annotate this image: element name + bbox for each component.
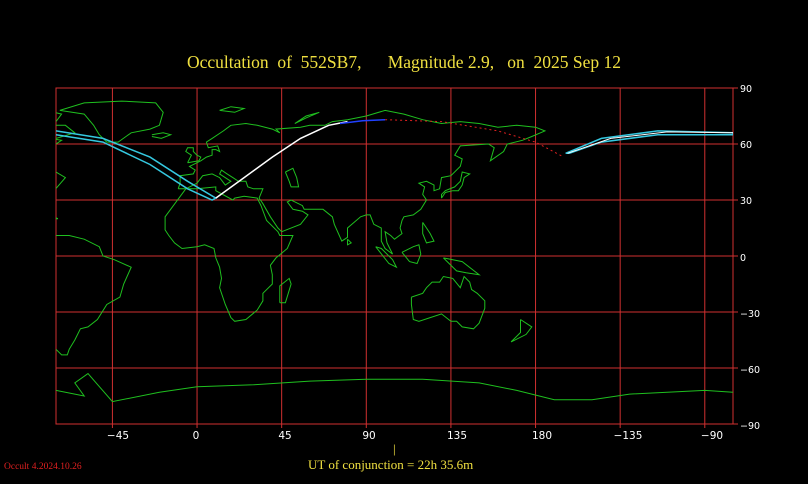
ut-conjunction-label: UT of conjunction = 22h 35.6m (308, 457, 474, 472)
occultation-paths (56, 118, 733, 201)
lat-label-minus30: −30 (740, 309, 761, 320)
japan-coast (441, 171, 471, 199)
lat-label-minus90: −90 (740, 421, 761, 432)
path-center-line (215, 120, 348, 199)
antarctica-coast (56, 372, 733, 403)
lat-label-minus60: −60 (740, 365, 761, 376)
lon-label-90: 90 (362, 430, 376, 442)
svalbard-coast (219, 106, 247, 113)
lat-label-0: 0 (740, 253, 747, 264)
lon-label-minus90: −90 (700, 430, 724, 442)
conjunction-marker: | (393, 441, 396, 456)
new-zealand-coast (510, 319, 533, 343)
chart-title: Occultation of 552SB7, Magnitude 2.9, on… (186, 52, 622, 72)
lon-label-0: 0 (192, 430, 200, 442)
cuba-coast (56, 217, 59, 220)
path-limit-east (565, 130, 733, 155)
path-daylight-segment (339, 118, 386, 125)
lat-lon-grid (55, 87, 738, 428)
canadian-arctic-coast (56, 112, 63, 122)
eurasia-coast (177, 109, 547, 255)
version-label: Occult 4.2024.10.26 (4, 462, 82, 472)
lon-label-45: 45 (278, 430, 292, 442)
lat-label-30: 30 (740, 196, 753, 207)
great-britain-coast (185, 147, 202, 164)
hudson-bay-coast (20, 137, 52, 159)
madagascar-coast (279, 277, 292, 304)
borneo-coast (401, 244, 422, 265)
sumatra-coast (375, 246, 398, 269)
path-limit-west (56, 130, 218, 201)
philippines-coast (422, 222, 435, 244)
baffin-coast (56, 124, 76, 139)
africa-coast (164, 186, 294, 322)
new-guinea-coast (443, 257, 481, 276)
lat-label-60: 60 (740, 140, 753, 151)
iceland-coast (151, 132, 173, 139)
south-america-coast (56, 235, 132, 356)
lon-label-135: 135 (446, 430, 468, 442)
lat-label-90: 90 (740, 84, 753, 95)
lon-label-180: 180 (531, 430, 553, 442)
coastlines (20, 100, 733, 403)
lon-label-minus135: −135 (613, 430, 643, 442)
path-center-east (567, 131, 733, 154)
greenland-coast (59, 100, 164, 143)
caspian-coast (284, 167, 300, 188)
novaya-zemlya-coast (294, 111, 320, 124)
sri-lanka-coast (347, 238, 353, 246)
australia-coast (410, 275, 486, 330)
lon-label-minus45: −45 (106, 430, 130, 442)
path-predicted-dotted (385, 119, 565, 158)
